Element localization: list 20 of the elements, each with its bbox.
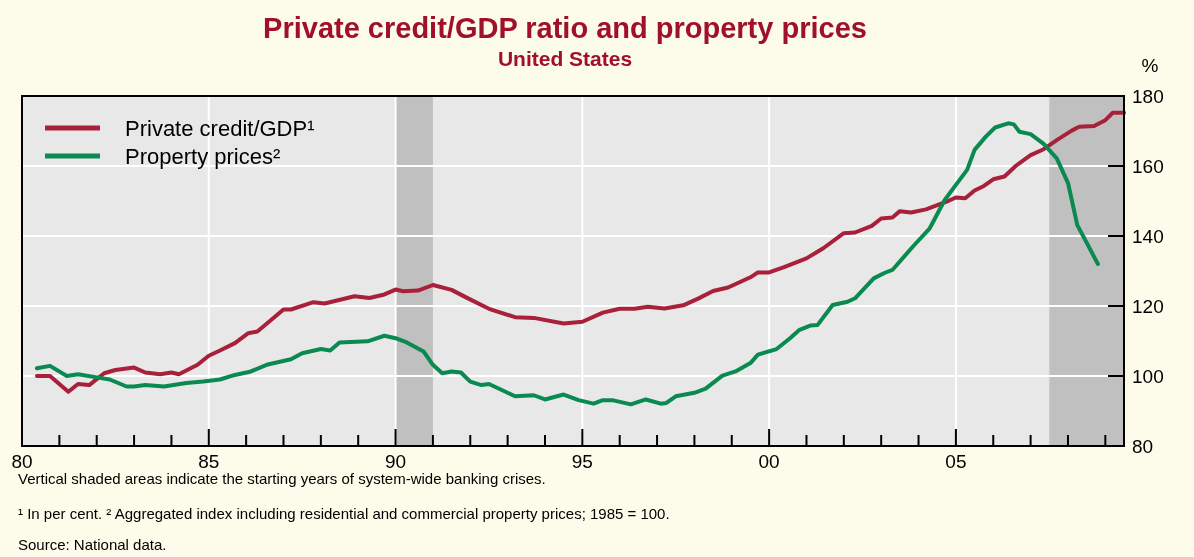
x-tick-label: 90: [384, 451, 407, 472]
x-tick-label: 95: [571, 451, 593, 472]
y-tick-label: 120: [1132, 296, 1164, 317]
y-tick-label: 80: [1132, 436, 1154, 457]
y-tick-label: 160: [1132, 156, 1164, 177]
chart-subtitle: United States: [497, 47, 633, 70]
y-axis-title: %: [1141, 55, 1159, 76]
y-tick-label: 180: [1132, 86, 1164, 107]
text: ¹ In per cent. ² Aggregated index including residential and commercial property prices; 1985 = 100.: [18, 505, 670, 522]
chart-title: Private credit/GDP ratio and property prices: [263, 12, 867, 44]
x-tick-label: 80: [11, 451, 33, 472]
y-tick-label: 140: [1132, 226, 1164, 247]
x-tick-label: 85: [198, 451, 220, 472]
legend-label: Private credit/GDP¹: [125, 116, 315, 141]
legend-label: Property prices²: [125, 144, 281, 169]
source-note: Source: National data.: [18, 536, 167, 553]
y-tick-label: 100: [1132, 366, 1164, 387]
x-tick-label: 05: [945, 451, 967, 472]
x-tick-label: 00: [758, 451, 780, 472]
text: Vertical shaded areas indicate the starting years of system-wide banking crises.: [18, 470, 546, 487]
